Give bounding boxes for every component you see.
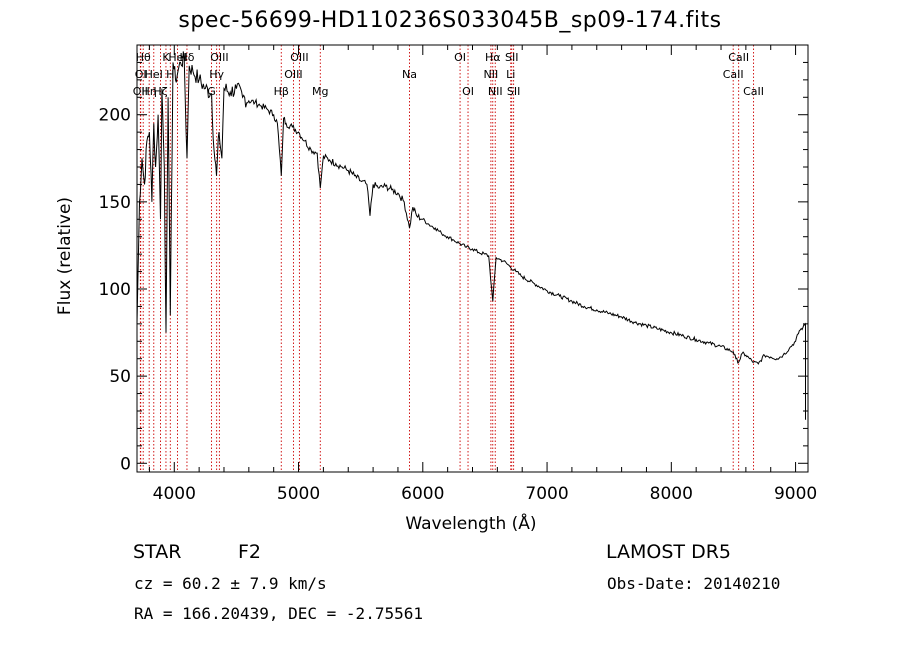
line-marker-label: Li <box>506 68 515 81</box>
x-tick-label: 5000 <box>277 484 320 504</box>
line-marker-label: CaII <box>728 51 749 64</box>
line-marker-label: OIII <box>290 51 308 64</box>
line-marker-label: Hγ <box>209 68 224 81</box>
observation-date: Obs-Date: 20140210 <box>607 574 781 593</box>
line-marker-label: CaII <box>743 85 764 98</box>
line-marker-label: Hζ <box>153 85 167 98</box>
x-tick-label: 8000 <box>650 484 693 504</box>
line-marker-label: Hα <box>485 51 501 64</box>
line-marker-label: NII <box>484 68 499 81</box>
y-tick-label: 150 <box>99 193 131 213</box>
line-marker-label: HeI <box>145 68 163 81</box>
chart-title: spec-56699-HD110236S033045B_sp09-174.fit… <box>178 8 722 33</box>
x-tick-label: 6000 <box>401 484 444 504</box>
line-marker-label: OI <box>454 51 466 64</box>
line-marker-label: G <box>207 85 216 98</box>
line-marker-label: K <box>162 51 170 64</box>
object-class: STAR <box>133 541 182 563</box>
line-marker-label: Hβ <box>274 85 289 98</box>
line-marker-label: OI <box>462 85 474 98</box>
plot-frame <box>136 44 809 473</box>
y-axis-label: Flux (relative) <box>55 197 75 315</box>
x-axis-label: Wavelength (Å) <box>405 512 536 534</box>
line-marker-label: CaII <box>723 68 744 81</box>
line-marker-label: OI <box>135 68 147 81</box>
x-tick-label: 7000 <box>525 484 568 504</box>
line-marker-label: SII <box>507 85 520 98</box>
line-marker-label: Hθ <box>136 51 151 64</box>
line-marker-label: Hδ <box>179 51 194 64</box>
redshift-velocity: cz = 60.2 ± 7.9 km/s <box>134 574 327 593</box>
survey-name: LAMOST DR5 <box>606 541 731 563</box>
line-marker-label: OIII <box>284 68 302 81</box>
x-tick-label: 4000 <box>153 484 196 504</box>
y-axis-ticks: 0 50 100 150 200 <box>99 61 808 474</box>
x-axis-ticks: 4000 5000 6000 7000 8000 9000 <box>148 45 817 504</box>
y-tick-label: 200 <box>99 106 131 126</box>
x-tick-label: 9000 <box>774 484 817 504</box>
line-labels-layer: OIIOIHθHηHeIHζKHHeIHδGHγOIIIHβOIIIOIIIMg… <box>133 51 764 98</box>
line-marker-label: H <box>166 68 174 81</box>
y-tick-label: 50 <box>109 367 131 387</box>
y-tick-label: 0 <box>120 454 131 474</box>
line-marker-label: Hη <box>142 85 157 98</box>
line-marker-label: HeI <box>168 51 186 64</box>
line-markers-layer <box>139 45 755 472</box>
line-marker-label: Mg <box>312 85 328 98</box>
line-marker-label: SII <box>505 51 518 64</box>
spectral-subclass: F2 <box>238 541 262 563</box>
coordinates: RA = 166.20439, DEC = -2.75561 <box>134 604 423 623</box>
line-marker-label: OIII <box>210 51 228 64</box>
spectrum-line <box>136 51 806 420</box>
y-tick-label: 100 <box>99 280 131 300</box>
line-marker-label: Na <box>402 68 417 81</box>
line-marker-label: NII <box>488 85 503 98</box>
